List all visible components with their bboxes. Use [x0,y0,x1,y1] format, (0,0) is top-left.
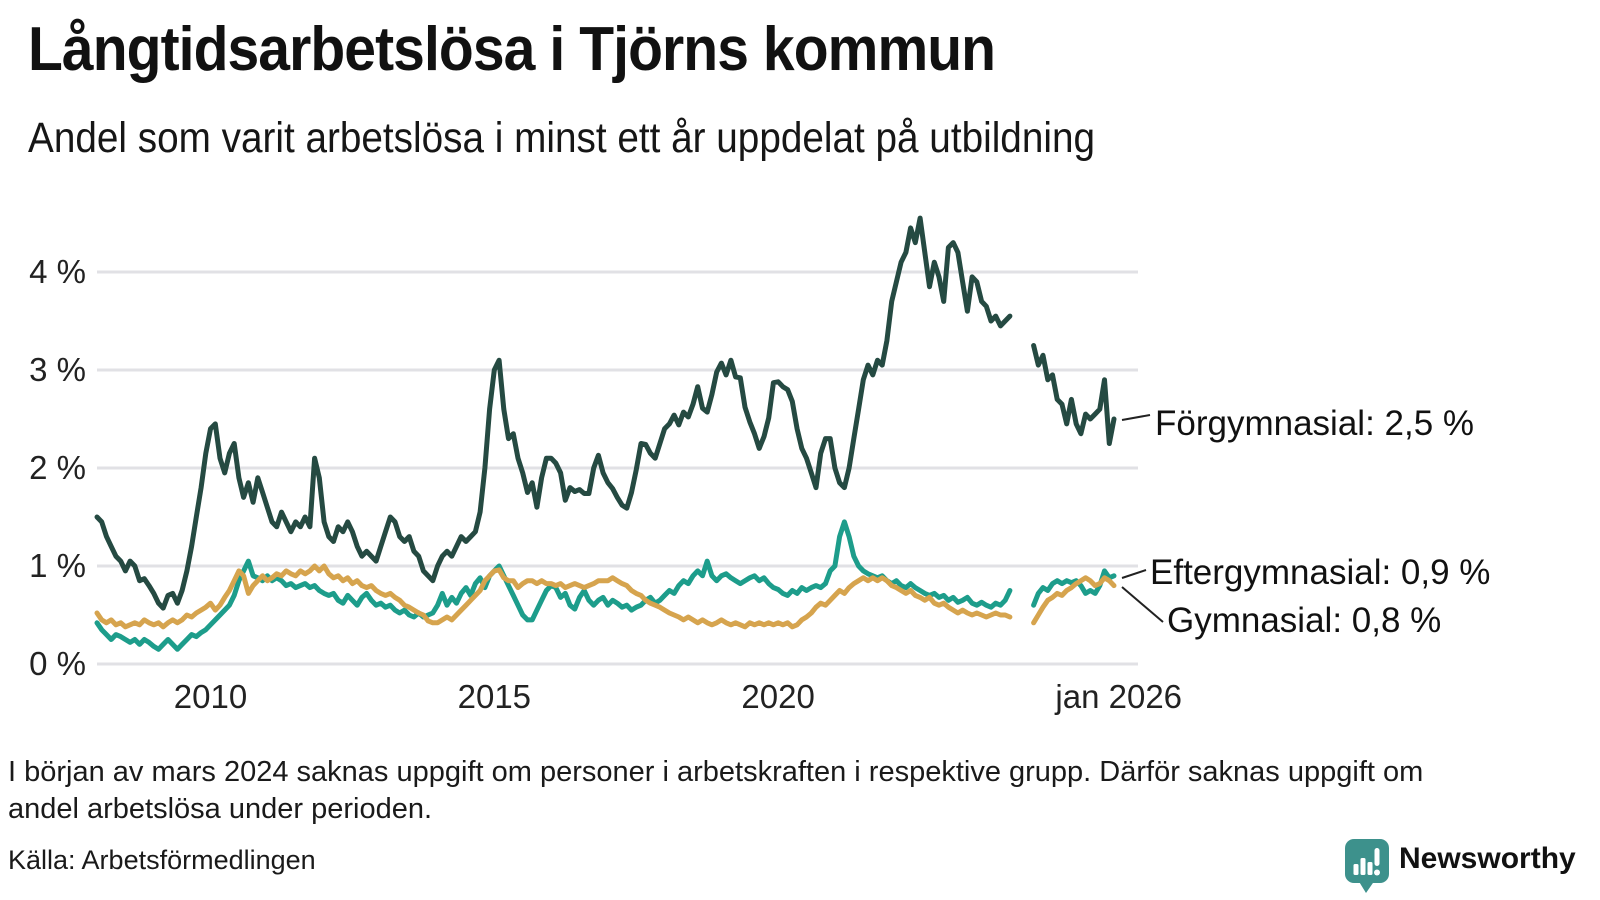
page-subtitle: Andel som varit arbetslösa i minst ett å… [28,114,1095,162]
connector-gymnasial [1121,586,1164,623]
newsworthy-speech-bubble-chart-icon [1345,839,1389,893]
x-tick-label: 2015 [457,678,532,715]
chart-footnote: I början av mars 2024 saknas uppgift om … [8,754,1423,828]
plot-area [94,215,1138,666]
y-tick-label: 0 % [29,645,86,682]
connector-forgymnasial [1121,414,1151,421]
x-tick-label: jan 2026 [1055,678,1183,715]
series-label-eftergymnasial: Eftergymnasial: 0,9 % [1150,553,1491,592]
y-tick-label: 3 % [29,351,86,388]
label-connectors [1121,414,1164,623]
x-tick-label: 2020 [741,678,815,715]
connector-eftergymnasial [1121,569,1147,579]
footnote-line-1: I början av mars 2024 saknas uppgift om … [8,756,1424,788]
page-title: Långtidsarbetslösa i Tjörns kommun [28,15,996,84]
footnote-line-2: andel arbetslösa under perioden. [8,793,433,825]
y-tick-label: 2 % [29,449,86,486]
series-label-gymnasial: Gymnasial: 0,8 % [1167,601,1442,640]
series-label-forgymnasial: Förgymnasial: 2,5 % [1155,404,1475,443]
newsworthy-logo-text: Newsworthy [1399,842,1576,875]
source-credit: Källa: Arbetsförmedlingen [8,845,316,875]
y-tick-label: 4 % [29,253,86,290]
newsworthy-logo: Newsworthy [1344,838,1576,894]
x-tick-label: 2010 [173,678,248,715]
y-tick-label: 1 % [29,547,86,584]
